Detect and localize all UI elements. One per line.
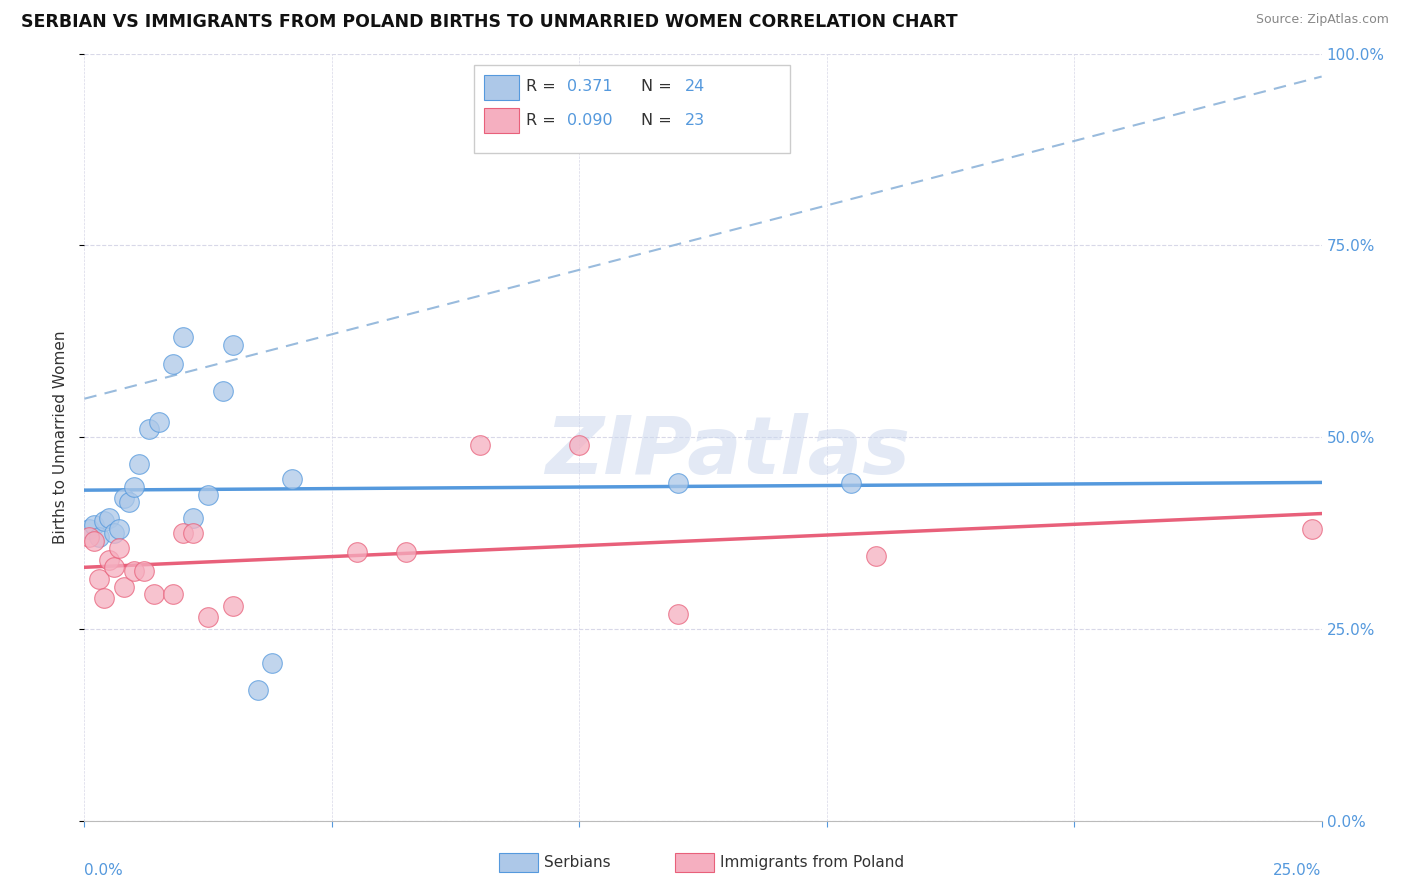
Text: ZIPatlas: ZIPatlas xyxy=(546,413,910,491)
Point xyxy=(346,545,368,559)
Point xyxy=(142,587,165,601)
Point xyxy=(162,357,184,371)
Point xyxy=(246,683,269,698)
Point xyxy=(470,438,492,452)
Point xyxy=(162,587,184,601)
Text: Source: ZipAtlas.com: Source: ZipAtlas.com xyxy=(1256,13,1389,27)
FancyBboxPatch shape xyxy=(484,75,519,100)
Point xyxy=(108,541,131,556)
Point xyxy=(666,476,689,491)
Point xyxy=(148,415,170,429)
Point xyxy=(181,510,204,524)
Point xyxy=(112,580,135,594)
Point xyxy=(103,560,125,574)
Point xyxy=(138,422,160,436)
Point xyxy=(865,549,887,563)
Text: 24: 24 xyxy=(685,79,704,94)
Point xyxy=(122,565,145,579)
Point xyxy=(197,488,219,502)
Point xyxy=(172,526,194,541)
Point xyxy=(281,472,304,486)
Text: 0.371: 0.371 xyxy=(567,79,613,94)
Point xyxy=(222,599,245,613)
Y-axis label: Births to Unmarried Women: Births to Unmarried Women xyxy=(53,330,69,544)
Point xyxy=(79,530,101,544)
Point xyxy=(98,553,121,567)
Text: R =: R = xyxy=(526,79,561,94)
Point xyxy=(98,510,121,524)
Text: N =: N = xyxy=(641,79,678,94)
Point xyxy=(1301,522,1323,536)
Text: 23: 23 xyxy=(685,112,704,128)
Text: 0.0%: 0.0% xyxy=(84,863,124,878)
Point xyxy=(212,384,235,398)
Point xyxy=(395,545,418,559)
Point xyxy=(181,526,204,541)
Point xyxy=(112,491,135,506)
Point xyxy=(666,607,689,621)
Point xyxy=(197,610,219,624)
Text: 0.090: 0.090 xyxy=(567,112,613,128)
Point xyxy=(132,565,155,579)
Text: SERBIAN VS IMMIGRANTS FROM POLAND BIRTHS TO UNMARRIED WOMEN CORRELATION CHART: SERBIAN VS IMMIGRANTS FROM POLAND BIRTHS… xyxy=(21,13,957,31)
Text: N =: N = xyxy=(641,112,678,128)
Point xyxy=(93,591,115,606)
Text: Serbians: Serbians xyxy=(544,855,610,870)
Point xyxy=(103,526,125,541)
Text: Immigrants from Poland: Immigrants from Poland xyxy=(720,855,904,870)
Point xyxy=(83,518,105,533)
Point xyxy=(222,338,245,352)
Point xyxy=(122,480,145,494)
Point xyxy=(79,522,101,536)
Text: 25.0%: 25.0% xyxy=(1274,863,1322,878)
Point xyxy=(108,522,131,536)
Point xyxy=(89,572,111,586)
FancyBboxPatch shape xyxy=(474,65,790,153)
Point xyxy=(89,530,111,544)
Point xyxy=(93,515,115,529)
Point xyxy=(172,330,194,344)
FancyBboxPatch shape xyxy=(484,108,519,133)
Point xyxy=(83,533,105,548)
Text: R =: R = xyxy=(526,112,561,128)
Point xyxy=(118,495,141,509)
Point xyxy=(841,476,863,491)
Point xyxy=(262,657,284,671)
Point xyxy=(568,438,591,452)
Point xyxy=(128,457,150,471)
